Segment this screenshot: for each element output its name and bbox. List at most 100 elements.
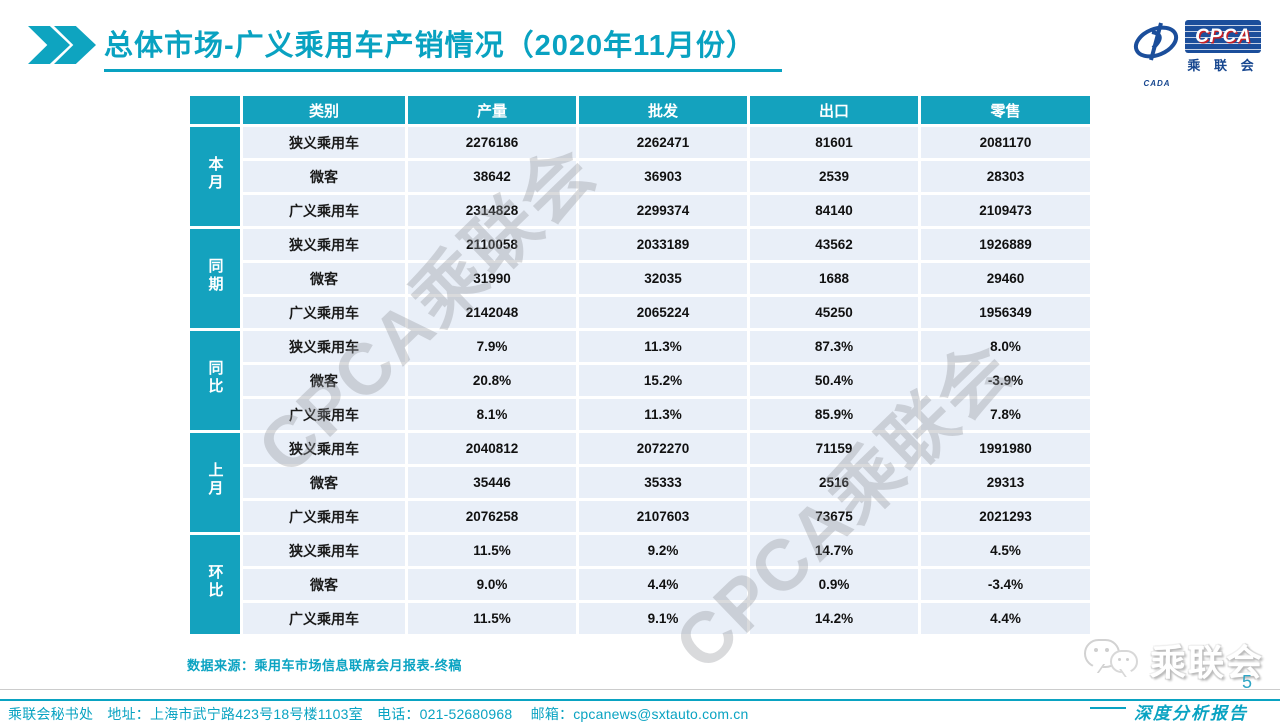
cada-label: CADA [1143,79,1171,88]
value-cell: 28303 [921,161,1090,192]
value-cell: 31990 [408,263,576,294]
value-cell: 2076258 [408,501,576,532]
page-number: 5 [1242,672,1253,692]
value-cell: 14.7% [750,535,918,566]
table-row: 环比 狭义乘用车 11.5% 9.2% 14.7% 4.5% [190,535,1090,634]
value-cell: 1956349 [921,297,1090,328]
group-label-cell: 本月 [190,127,240,226]
value-cell: 2110058 [408,229,576,260]
value-cell: 1991980 [921,433,1090,464]
chat-bubbles-icon [1082,637,1144,683]
value-cell: 1688 [750,263,918,294]
value-cell: 2516 [750,467,918,498]
value-cell: 15.2% [579,365,747,396]
value-cell: 2142048 [408,297,576,328]
table-row: 同期 狭义乘用车 2110058 2033189 43562 1926889 [190,229,1090,328]
cpca-wordmark: CPCA [1185,20,1261,53]
table-row: 广义乘用车 8.1% 11.3% 85.9% 7.8% [190,399,1090,430]
category-cell: 狭义乘用车 [243,331,405,362]
value-cell: 9.0% [408,569,576,600]
column-header: 产量 [408,96,576,124]
footer-contact-info: 乘联会秘书处 地址：上海市武宁路423号18号楼1103室 电话：021-526… [8,706,749,722]
footer-divider-teal [0,699,1280,701]
group-label-cell: 上月 [190,433,240,532]
table-row: 微客 31990 32035 1688 29460 [190,263,1090,294]
value-cell: 7.8% [921,399,1090,430]
value-cell: -3.4% [921,569,1090,600]
value-cell: 9.2% [579,535,747,566]
table-row: 广义乘用车 2076258 2107603 73675 2021293 [190,501,1090,532]
value-cell: 4.4% [921,603,1090,634]
category-cell: 狭义乘用车 [243,229,405,260]
table-row: 本月 狭义乘用车 2276186 2262471 81601 2081170 [190,127,1090,226]
category-cell: 微客 [243,161,405,192]
column-header: 类别 [243,96,405,124]
category-cell: 广义乘用车 [243,501,405,532]
column-header: 批发 [579,96,747,124]
cpca-chinese-label: 乘 联 会 [1187,58,1259,73]
table-row: 微客 9.0% 4.4% 0.9% -3.4% [190,569,1090,600]
table-row: 同比 狭义乘用车 7.9% 11.3% 87.3% 8.0% [190,331,1090,430]
value-cell: 43562 [750,229,918,260]
wechat-logo-label: 乘联会 [1150,642,1265,683]
value-cell: 2539 [750,161,918,192]
value-cell: 2109473 [921,195,1090,226]
value-cell: 87.3% [750,331,918,362]
value-cell: 11.5% [408,535,576,566]
value-cell: 2081170 [921,127,1090,158]
category-cell: 微客 [243,365,405,396]
value-cell: 50.4% [750,365,918,396]
category-cell: 微客 [243,569,405,600]
value-cell: 4.4% [579,569,747,600]
value-cell: 29313 [921,467,1090,498]
footer-divider-gray [0,689,1280,690]
value-cell: 2276186 [408,127,576,158]
wechat-account-logo: 乘联会 [1082,634,1264,686]
value-cell: 35446 [408,467,576,498]
data-source-note: 数据来源：乘用车市场信息联席会月报表-终稿 [187,658,462,673]
value-cell: 85.9% [750,399,918,430]
table-row: 微客 38642 36903 2539 28303 [190,161,1090,192]
table-row: 广义乘用车 2314828 2299374 84140 2109473 [190,195,1090,226]
category-cell: 微客 [243,263,405,294]
value-cell: 73675 [750,501,918,532]
market-data-table: 类别 产量 批发 出口 零售 本月 狭义乘用车 2276186 2262471 … [187,93,1093,637]
column-header: 零售 [921,96,1090,124]
value-cell: 1926889 [921,229,1090,260]
value-cell: 36903 [579,161,747,192]
page-title: 总体市场-广义乘用车产销情况（2020年11月份） [104,22,782,72]
table-row: 广义乘用车 2142048 2065224 45250 1956349 [190,297,1090,328]
category-cell: 狭义乘用车 [243,127,405,158]
value-cell: 2040812 [408,433,576,464]
value-cell: 29460 [921,263,1090,294]
group-label-cell: 环比 [190,535,240,634]
cpca-logo: CADA CPCA 乘 联 会 [1131,20,1261,88]
value-cell: 2021293 [921,501,1090,532]
value-cell: 81601 [750,127,918,158]
category-cell: 狭义乘用车 [243,535,405,566]
value-cell: 11.3% [579,399,747,430]
value-cell: 7.9% [408,331,576,362]
category-cell: 微客 [243,467,405,498]
cpca-emblem-icon: CADA [1131,20,1183,88]
value-cell: 84140 [750,195,918,226]
value-cell: 2033189 [579,229,747,260]
value-cell: 2299374 [579,195,747,226]
value-cell: 2107603 [579,501,747,532]
value-cell: 32035 [579,263,747,294]
value-cell: -3.9% [921,365,1090,396]
category-cell: 狭义乘用车 [243,433,405,464]
value-cell: 38642 [408,161,576,192]
value-cell: 8.0% [921,331,1090,362]
value-cell: 2065224 [579,297,747,328]
report-label-dash [1090,707,1126,709]
value-cell: 0.9% [750,569,918,600]
value-cell: 35333 [579,467,747,498]
table-header-row: 类别 产量 批发 出口 零售 [190,96,1090,124]
table-row: 微客 20.8% 15.2% 50.4% -3.9% [190,365,1090,396]
value-cell: 8.1% [408,399,576,430]
table-corner-cell [190,96,240,124]
value-cell: 4.5% [921,535,1090,566]
value-cell: 71159 [750,433,918,464]
group-label-cell: 同期 [190,229,240,328]
